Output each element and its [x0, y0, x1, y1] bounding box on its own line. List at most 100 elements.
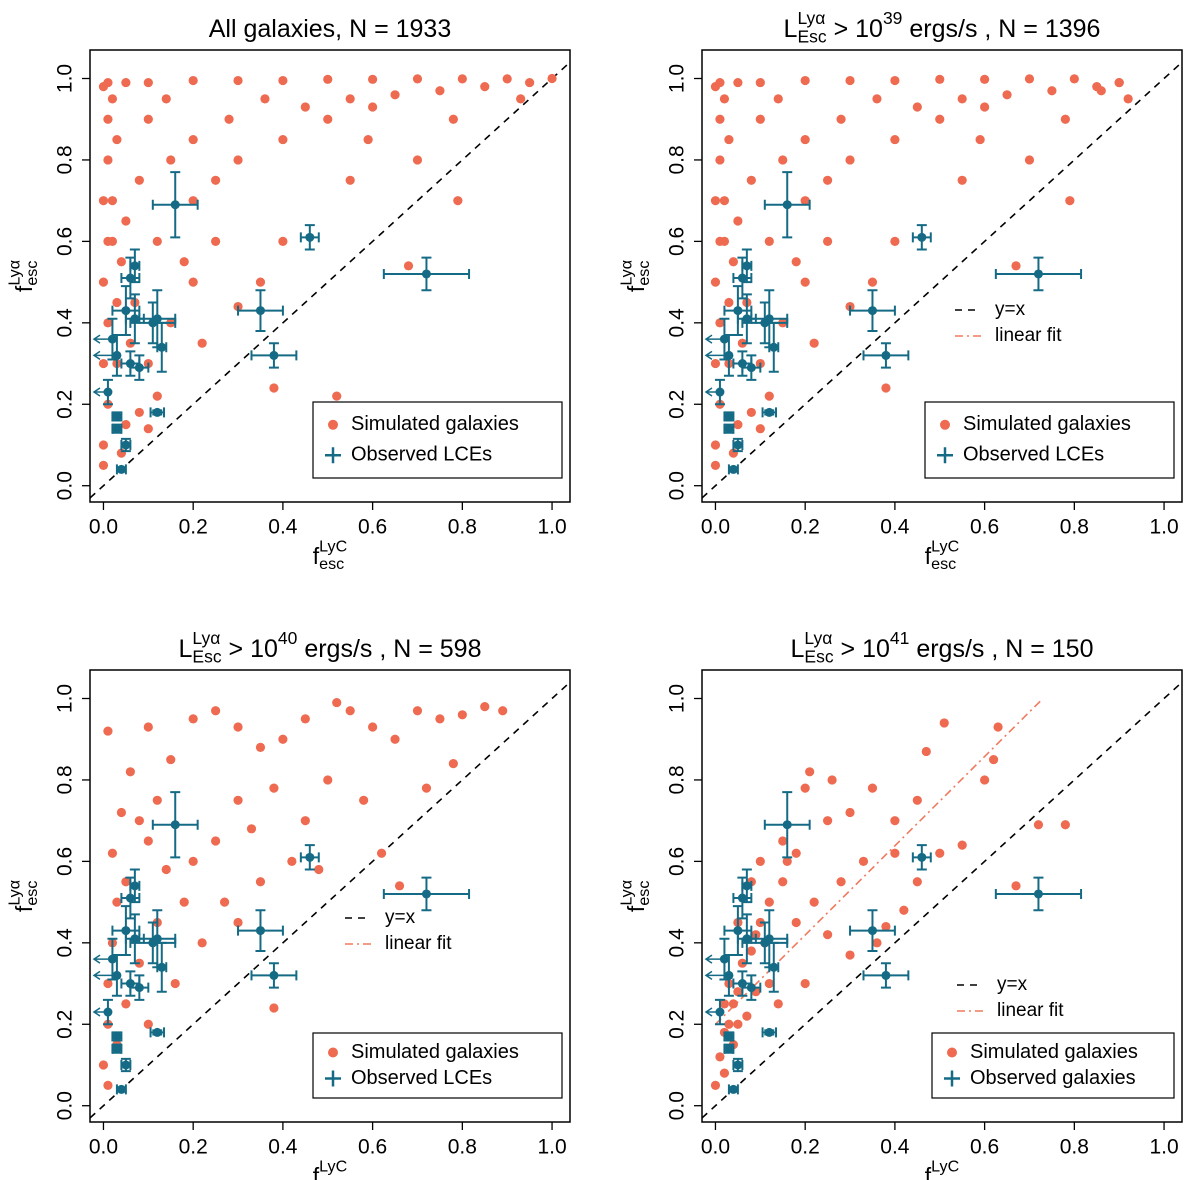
- chart-title-part: Esc: [804, 646, 833, 666]
- legend-label: y=x: [385, 907, 416, 928]
- simulated-point: [457, 74, 467, 84]
- simulated-point: [755, 424, 765, 434]
- x-tick-label: 0.6: [358, 1136, 387, 1159]
- simulated-point: [773, 999, 783, 1009]
- simulated-point: [733, 420, 743, 430]
- x-tick-label: 0.0: [701, 1136, 730, 1159]
- simulated-point: [161, 94, 171, 104]
- y-axis-label-part: esc: [635, 881, 653, 906]
- simulated-point: [845, 155, 855, 165]
- simulated-point: [890, 134, 900, 145]
- simulated-point: [800, 134, 810, 145]
- y-axis-label-part: esc: [635, 261, 653, 286]
- simulated-point: [1060, 114, 1070, 124]
- simulated-point: [233, 155, 243, 165]
- simulated-point: [805, 767, 815, 777]
- simulated-point: [890, 848, 900, 858]
- simulated-point: [719, 236, 730, 246]
- simulated-point: [143, 1019, 153, 1029]
- simulated-point: [823, 816, 833, 826]
- x-tick-label: 0.2: [179, 516, 208, 539]
- simulated-point: [867, 277, 878, 287]
- simulated-point: [755, 77, 765, 88]
- observed-point: [724, 1031, 734, 1041]
- simulated-point: [98, 196, 109, 206]
- simulated-point: [98, 440, 109, 450]
- simulated-point: [246, 824, 257, 834]
- simulated-point: [764, 236, 774, 246]
- legend-label: linear fit: [385, 933, 452, 954]
- observed-point: [103, 387, 113, 397]
- legend-label: Simulated galaxies: [963, 413, 1131, 435]
- simulated-point: [791, 848, 801, 858]
- simulated-point: [435, 86, 445, 96]
- observed-point: [152, 407, 162, 417]
- observed-point: [715, 1007, 725, 1017]
- simulated-point: [300, 714, 310, 724]
- simulated-point: [836, 877, 846, 887]
- y-tick-label: 0.8: [54, 145, 77, 174]
- observed-point: [116, 464, 126, 474]
- simulated-point: [112, 134, 122, 145]
- y-axis-label-part: f: [623, 905, 649, 912]
- y-tick-label: 0.2: [666, 1010, 689, 1039]
- simulated-point: [188, 196, 198, 206]
- observed-point: [112, 970, 122, 980]
- x-tick-label: 0.6: [358, 516, 387, 539]
- simulated-point: [269, 1003, 279, 1013]
- chart-title-part: Lyα: [192, 627, 220, 647]
- observed-point: [881, 970, 891, 980]
- simulated-point: [809, 897, 819, 907]
- x-axis-label-part: f: [313, 1163, 320, 1180]
- observed-point: [107, 334, 117, 344]
- chart-title-part: L: [791, 635, 805, 663]
- y-tick-label: 0.4: [666, 928, 689, 958]
- observed-point: [737, 359, 747, 369]
- observed-point: [125, 359, 135, 369]
- observed-point: [760, 938, 770, 948]
- chart-title-part: Esc: [797, 26, 826, 46]
- simulated-point: [733, 77, 743, 88]
- simulated-point: [278, 734, 288, 744]
- simulated-point: [103, 978, 113, 989]
- observed-point: [769, 342, 779, 352]
- observed-point: [421, 889, 431, 899]
- simulated-point: [881, 383, 891, 393]
- y-tick-label: 0.8: [54, 765, 77, 794]
- simulated-point: [125, 767, 135, 777]
- simulated-point: [742, 1011, 752, 1021]
- simulated-point: [710, 1080, 721, 1090]
- y-tick-label: 0.4: [54, 928, 77, 958]
- legend-label: Observed LCEs: [963, 443, 1104, 465]
- simulated-point: [98, 1060, 109, 1070]
- observed-point: [130, 934, 140, 944]
- simulated-point: [935, 74, 945, 84]
- simulated-point: [715, 318, 725, 328]
- plot-frame: [89, 49, 571, 503]
- simulated-point: [278, 75, 288, 86]
- reference-line: [702, 681, 1182, 1119]
- simulated-point: [1096, 86, 1106, 96]
- chart-title-part: > 10: [222, 635, 278, 663]
- observed-point: [112, 1031, 122, 1041]
- x-tick-label: 0.6: [970, 516, 999, 539]
- observed-point: [715, 387, 725, 397]
- x-tick-label: 0.8: [448, 1136, 477, 1159]
- observed-point: [255, 306, 265, 316]
- y-tick-label: 0.2: [54, 1010, 77, 1039]
- simulated-point: [368, 102, 378, 112]
- y-tick-label: 0.2: [54, 390, 77, 419]
- x-tick-label: 0.2: [791, 516, 820, 539]
- observed-point: [782, 200, 792, 210]
- simulated-point: [764, 897, 774, 907]
- legend-label: Observed LCEs: [351, 1067, 492, 1089]
- simulated-point: [746, 175, 756, 185]
- chart-title-part: ergs/s , N = 598: [297, 635, 481, 663]
- simulated-point: [800, 75, 810, 86]
- simulated-point: [733, 987, 743, 997]
- simulated-point: [121, 420, 131, 430]
- simulated-point: [103, 726, 113, 736]
- observed-point: [125, 273, 135, 283]
- simulated-point: [728, 999, 739, 1009]
- simulated-point: [403, 261, 414, 271]
